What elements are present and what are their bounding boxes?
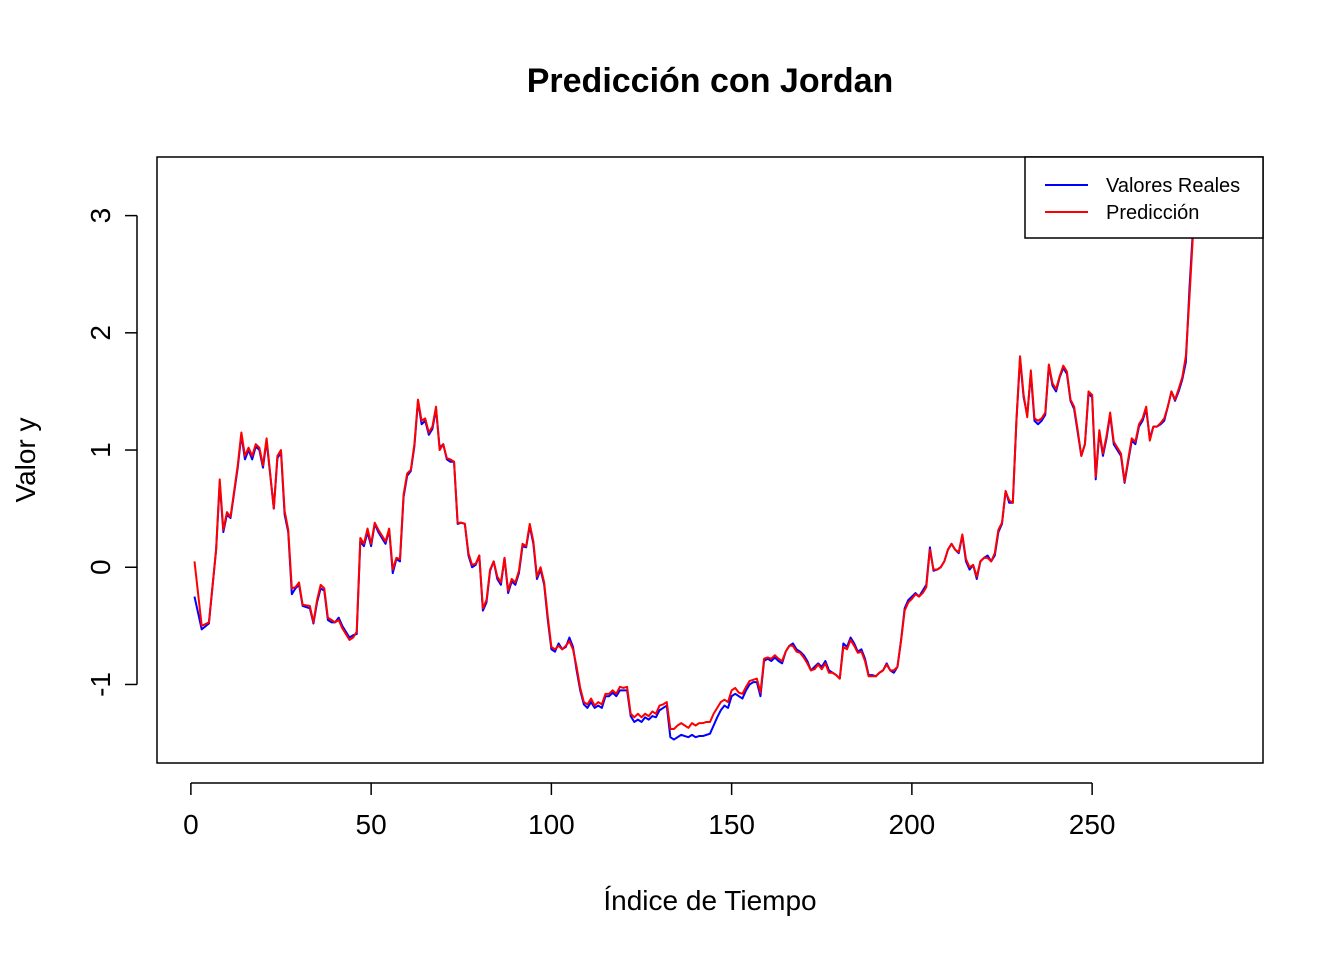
x-tick-label: 150 [708, 809, 755, 840]
x-tick-label: 0 [183, 809, 199, 840]
series-layer [193, 227, 1195, 741]
legend-label-prediccion: Predicción [1106, 202, 1199, 224]
plot-area-frame [156, 156, 1264, 764]
x-axis: 0 50 100 150 200 250 [183, 782, 1116, 840]
legend-box [1024, 156, 1264, 239]
y-tick-label: -1 [85, 672, 116, 697]
y-tick-label: 0 [85, 559, 116, 575]
chart-title: Predicción con Jordan [527, 62, 894, 100]
x-tick-label: 100 [528, 809, 575, 840]
x-axis-title: Índice de Tiempo [603, 885, 816, 916]
legend-label-valores-reales: Valores Reales [1106, 175, 1240, 197]
legend: Valores Reales Predicción [1024, 156, 1264, 239]
y-axis-title: Valor y [10, 417, 41, 502]
x-tick-label: 250 [1069, 809, 1116, 840]
x-tick-label: 200 [889, 809, 936, 840]
series-line-prediccion [193, 233, 1195, 731]
y-tick-label: 3 [85, 208, 116, 224]
y-tick-label: 2 [85, 325, 116, 341]
y-axis: -1 0 1 2 3 [85, 208, 138, 697]
y-tick-label: 1 [85, 442, 116, 458]
series-line-valores-reales [193, 227, 1195, 741]
x-tick-label: 50 [356, 809, 387, 840]
